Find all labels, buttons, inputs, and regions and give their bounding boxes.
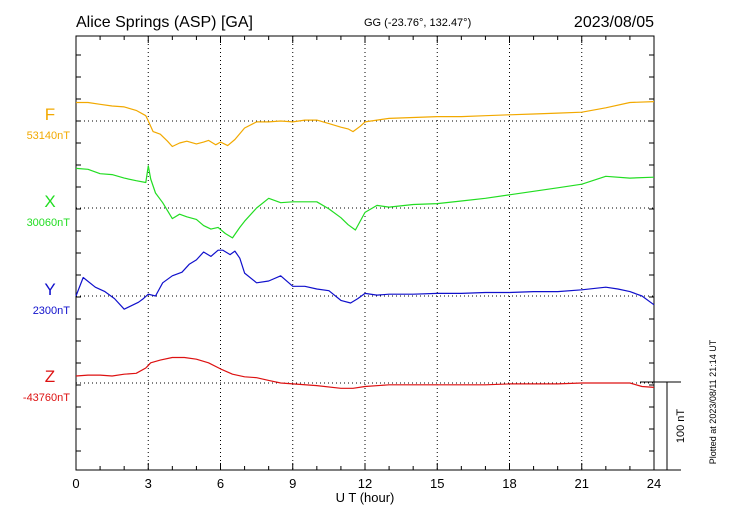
series-labels: F 53140nT X 30060nT Y 2300nT Z -43760nT xyxy=(23,105,70,404)
series-f-baseline-label: 53140nT xyxy=(27,130,71,142)
series-lines xyxy=(75,101,655,389)
series-z-name: Z xyxy=(45,367,55,386)
series-x-baseline-label: 30060nT xyxy=(27,217,71,229)
x-tick-labels: 0 3 6 9 12 15 18 21 24 xyxy=(72,476,661,491)
scale-bar xyxy=(640,381,681,471)
series-f-name: F xyxy=(45,105,55,124)
x-tick-label: 6 xyxy=(217,476,224,491)
series-z-line xyxy=(75,356,655,389)
coordinates-label: GG (-23.76°, 132.47°) xyxy=(364,17,471,29)
x-tick-label: 12 xyxy=(358,476,372,491)
x-tick-label: 3 xyxy=(145,476,152,491)
station-title: Alice Springs (ASP) [GA] xyxy=(76,14,253,31)
x-tick-label: 24 xyxy=(647,476,661,491)
series-x-name: X xyxy=(44,192,55,211)
x-axis-title: U T (hour) xyxy=(336,490,395,505)
series-f-line xyxy=(76,101,655,148)
series-x-line xyxy=(75,165,655,239)
series-y-line xyxy=(75,249,655,310)
x-tick-label: 18 xyxy=(502,476,516,491)
x-tick-label: 15 xyxy=(430,476,444,491)
series-y-name: Y xyxy=(44,280,55,299)
x-tick-label: 9 xyxy=(289,476,296,491)
x-tick-label: 0 xyxy=(72,476,79,491)
grid xyxy=(76,36,654,470)
plotted-at-note: Plotted at 2023/08/11 21:14 UT xyxy=(708,339,718,464)
scale-bar-label: 100 nT xyxy=(675,409,687,444)
axis-ticks xyxy=(75,36,655,470)
date-label: 2023/08/05 xyxy=(574,14,654,31)
series-y-baseline-label: 2300nT xyxy=(33,305,71,317)
x-tick-label: 21 xyxy=(575,476,589,491)
series-z-baseline-label: -43760nT xyxy=(23,392,70,404)
